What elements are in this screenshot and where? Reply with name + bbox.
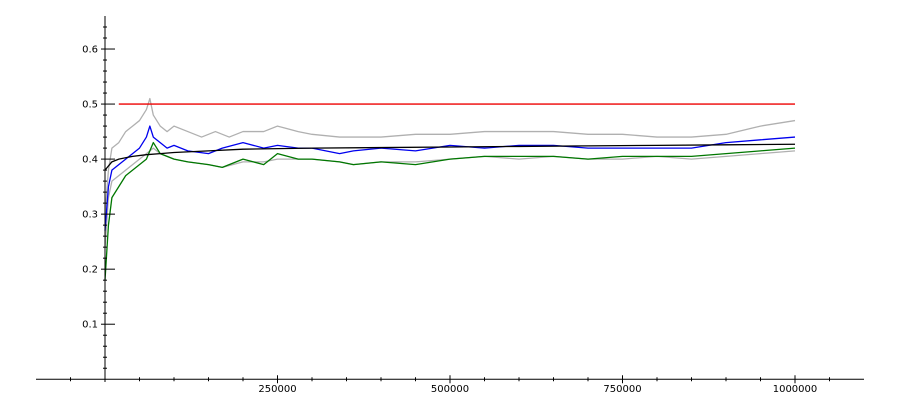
- y-tick-label-1: 0.1: [82, 320, 98, 331]
- x-tick-label-2: 500000: [431, 384, 469, 395]
- y-tick-label-4: 0.4: [82, 155, 98, 166]
- y-tick-label-3: 0.3: [82, 210, 98, 221]
- axes-layer: [36, 16, 864, 382]
- ticks-layer: 250000 500000 750000 1000000 0.1 0.2 0.3 0.4 0.5…: [70, 26, 830, 395]
- x-tick-label-4: 1000000: [773, 384, 818, 395]
- x-tick-label-3: 750000: [603, 384, 641, 395]
- series-layer: [104, 97, 796, 281]
- series-line-2: [104, 147, 796, 248]
- series-line-5: [104, 143, 796, 171]
- series-line-3: [104, 125, 796, 231]
- series-line-4: [104, 141, 796, 281]
- y-tick-label-5: 0.5: [82, 100, 98, 111]
- series-line-1: [104, 97, 796, 215]
- y-tick-label-2: 0.2: [82, 265, 98, 276]
- x-tick-label-1: 250000: [258, 384, 296, 395]
- y-tick-label-6: 0.6: [82, 45, 98, 56]
